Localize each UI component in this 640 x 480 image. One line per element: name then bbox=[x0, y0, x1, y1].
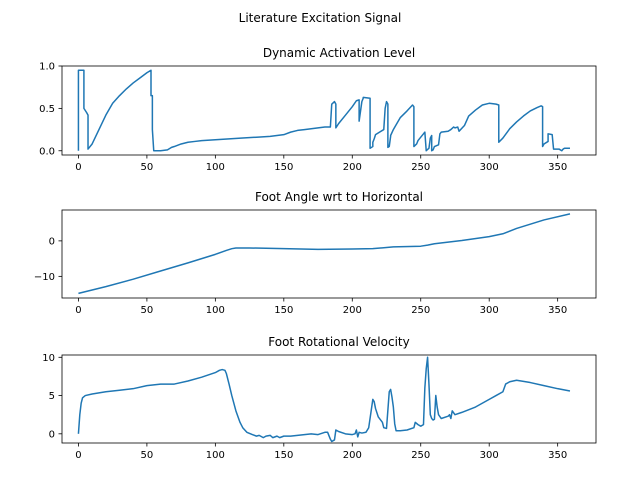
x-tick-label: 350 bbox=[548, 162, 567, 173]
x-tick-label: 0 bbox=[75, 305, 81, 316]
x-tick-label: 350 bbox=[548, 305, 567, 316]
series-line-2 bbox=[77, 356, 571, 443]
subplot-title-foot-angle: Foot Angle wrt to Horizontal bbox=[255, 190, 423, 204]
subplot-foot-angle: Foot Angle wrt to Horizontal 0 50 100 150 20… bbox=[34, 190, 597, 316]
y-tick-label: 0.5 bbox=[39, 104, 55, 115]
subplot-title-rotational-velocity: Foot Rotational Velocity bbox=[268, 335, 409, 349]
series-line-1 bbox=[78, 213, 571, 295]
series-line-0 bbox=[77, 69, 570, 152]
x-tick-label: 150 bbox=[274, 450, 293, 461]
x-tick-label: 300 bbox=[480, 450, 499, 461]
x-tick-label: 150 bbox=[274, 162, 293, 173]
x-tick-label: 300 bbox=[480, 162, 499, 173]
x-tick-label: 100 bbox=[206, 162, 225, 173]
x-tick-label: 250 bbox=[411, 450, 430, 461]
x-tick-label: 250 bbox=[411, 305, 430, 316]
x-tick-label: 50 bbox=[141, 450, 154, 461]
x-tick-label: 100 bbox=[206, 305, 225, 316]
x-tick-label: 0 bbox=[75, 450, 81, 461]
x-tick-label: 350 bbox=[548, 450, 567, 461]
x-tick-label: 50 bbox=[141, 305, 154, 316]
x-tick-label: 300 bbox=[480, 305, 499, 316]
x-tick-label: 200 bbox=[343, 162, 362, 173]
y-tick-label: 10 bbox=[42, 353, 55, 364]
y-tick-label: 0 bbox=[49, 236, 55, 247]
y-tick-label: −10 bbox=[34, 272, 55, 283]
axes-frame-1 bbox=[61, 209, 597, 299]
x-tick-label: 200 bbox=[343, 305, 362, 316]
figure-suptitle: Literature Excitation Signal bbox=[239, 11, 402, 25]
subplot-title-activation: Dynamic Activation Level bbox=[263, 46, 415, 60]
subplot-rotational-velocity: Foot Rotational Velocity 0 50 100 150 200 250… bbox=[42, 335, 597, 461]
y-tick-label: 0.0 bbox=[39, 146, 55, 157]
subplot-activation-level: Dynamic Activation Level 0 50 100 150 200 250… bbox=[39, 46, 597, 173]
x-tick-label: 150 bbox=[274, 305, 293, 316]
x-tick-label: 50 bbox=[141, 162, 154, 173]
y-tick-label: 1.0 bbox=[39, 62, 55, 73]
x-tick-label: 250 bbox=[411, 162, 430, 173]
x-tick-label: 100 bbox=[206, 450, 225, 461]
y-tick-label: 0 bbox=[49, 429, 55, 440]
axes-frame-0 bbox=[61, 65, 597, 156]
y-tick-label: 5 bbox=[49, 391, 55, 402]
axes-frame-2 bbox=[61, 354, 597, 444]
x-tick-label: 200 bbox=[343, 450, 362, 461]
x-tick-label: 0 bbox=[75, 162, 81, 173]
